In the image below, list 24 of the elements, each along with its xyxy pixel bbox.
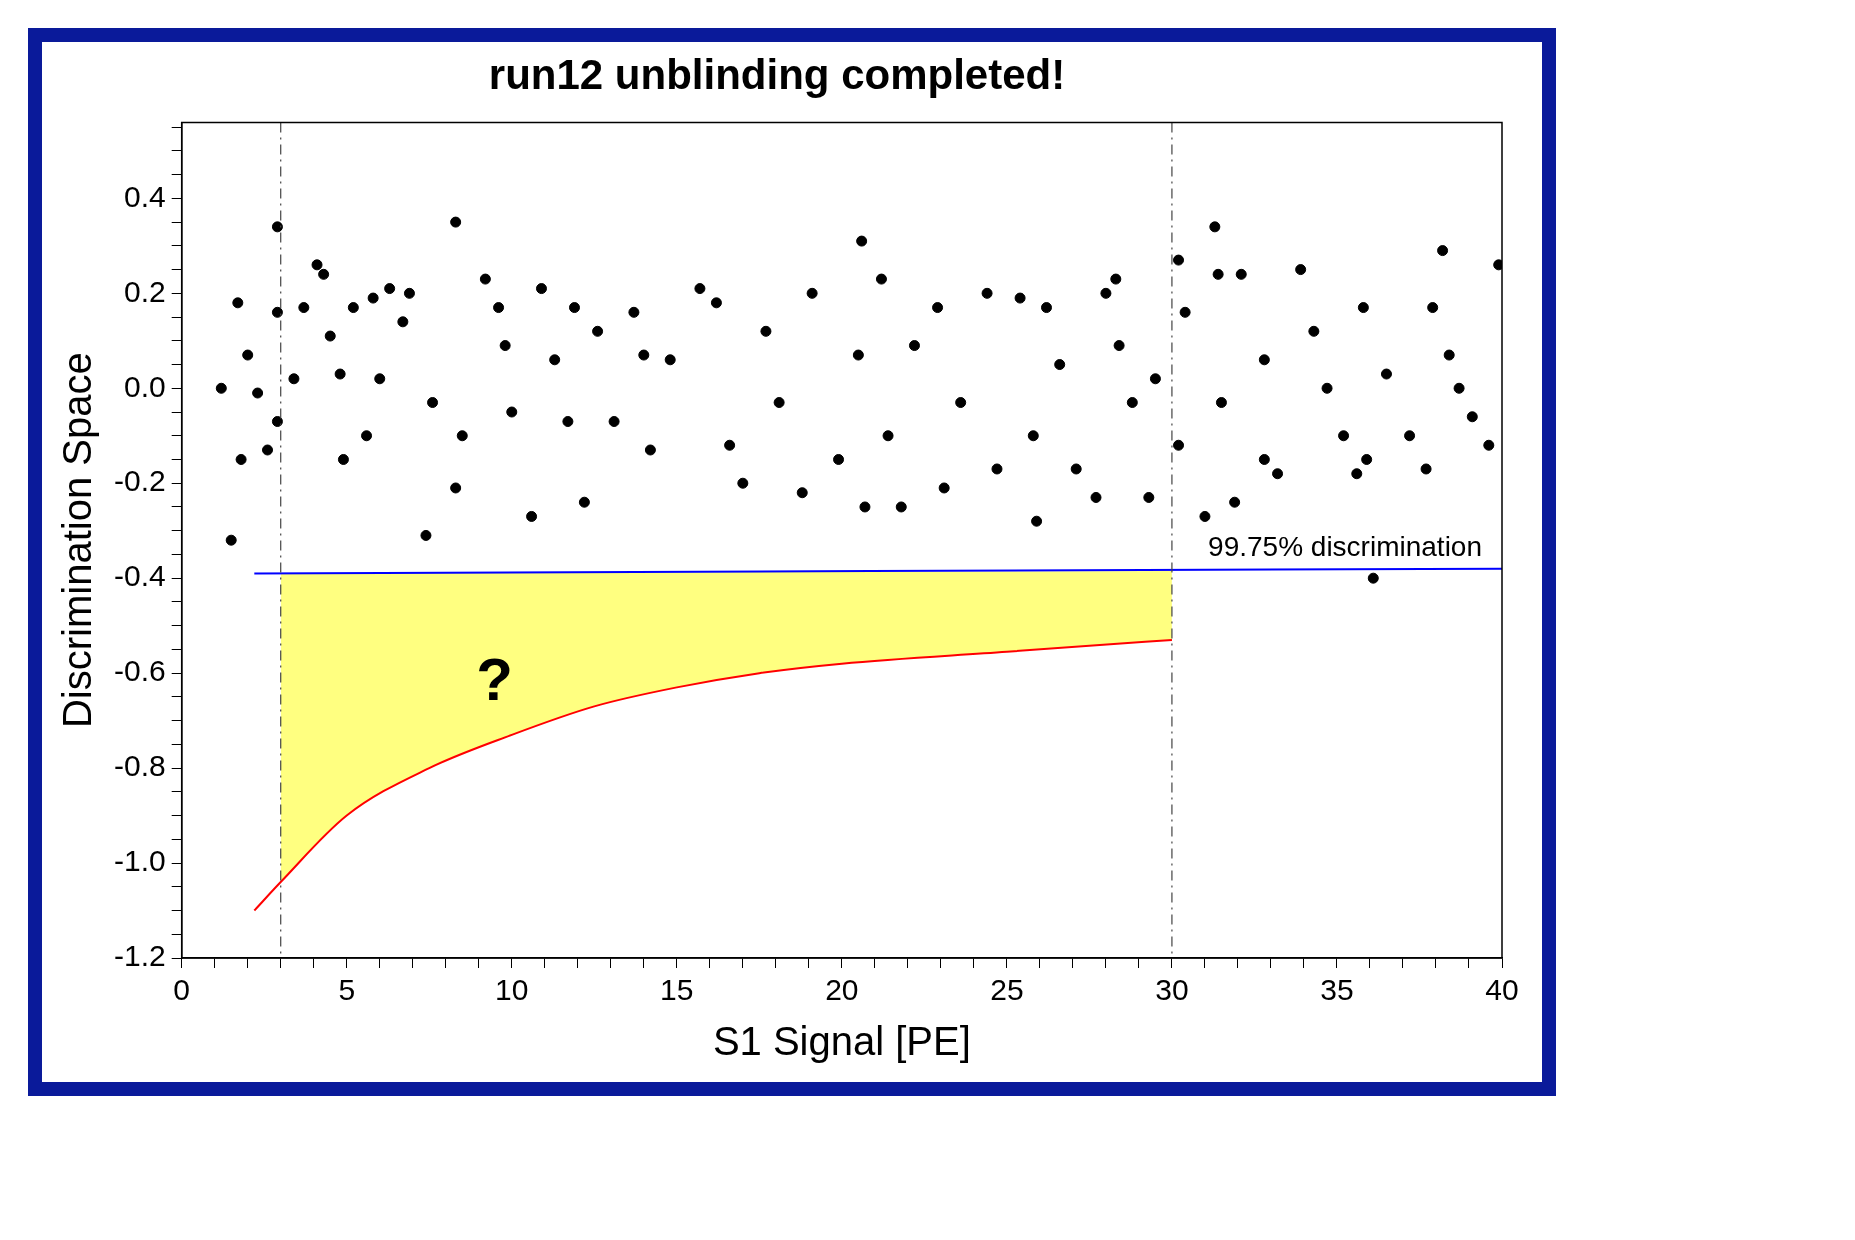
y-axis-title: Discrimination Space [55,352,100,729]
x-tick-label: 20 [825,973,859,1007]
annotation: ? [476,645,513,713]
x-tick-label: 0 [173,973,191,1007]
y-tick-label: -0.2 [113,464,166,498]
x-tick-label: 35 [1320,973,1354,1007]
x-axis-title: S1 Signal [PE] [712,1019,971,1064]
y-tick-label: -0.6 [113,654,166,688]
x-tick-label: 30 [1155,973,1189,1007]
line-series [253,638,1173,912]
y-tick-label: -0.4 [113,559,166,593]
y-tick-label: -1.0 [113,844,166,878]
x-tick-label: 40 [1485,973,1519,1007]
y-tick-label: 0.2 [123,274,166,308]
x-tick-label: 15 [660,973,694,1007]
annotation: 99.75% discrimination [1208,531,1482,563]
x-tick-label: 5 [338,973,356,1007]
y-tick-label: 0.0 [123,369,166,403]
y-tick-label: -0.8 [113,749,166,783]
y-tick-label: 0.4 [123,179,166,213]
chart-title: run12 unblinding completed! [488,50,1066,98]
x-tick-label: 10 [495,973,529,1007]
y-tick-label: -1.2 [113,939,166,973]
x-tick-label: 25 [990,973,1024,1007]
